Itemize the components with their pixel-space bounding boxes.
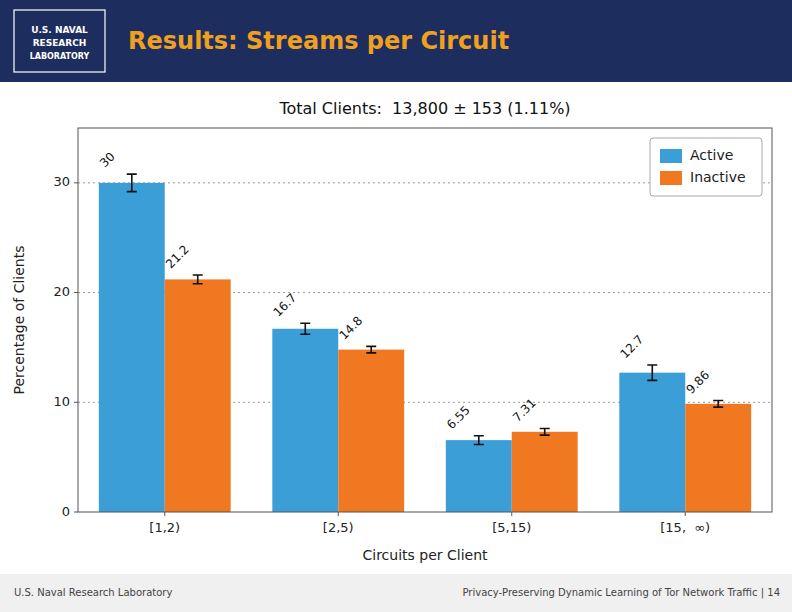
data-label: 21.2	[163, 242, 192, 271]
bar	[685, 404, 751, 512]
bar	[446, 440, 512, 512]
x-tick-label: [15, ∞)	[660, 520, 710, 535]
footer-bar	[0, 574, 792, 612]
bar	[338, 350, 404, 512]
y-tick	[74, 292, 78, 293]
legend-swatch	[660, 149, 682, 163]
plot-frame	[78, 128, 772, 512]
error-bar	[540, 429, 550, 436]
logo-text: U.S. NAVAL	[31, 25, 88, 35]
logo-box	[14, 10, 105, 72]
footer-text: U.S. Naval Research Laboratory	[14, 587, 172, 598]
error-bar	[713, 401, 723, 408]
subtitle: Total Clients: 13,800 ± 153 (1.11%)	[278, 99, 570, 118]
bars	[99, 174, 751, 512]
x-tick	[338, 512, 339, 516]
data-label: 12.7	[618, 332, 647, 361]
y-tick-label: 20	[53, 284, 70, 299]
error-bar	[366, 346, 376, 353]
y-tick-label: 30	[53, 174, 70, 189]
header-bar	[0, 0, 792, 82]
legend-label: Active	[690, 147, 733, 163]
x-tick	[164, 512, 165, 516]
data-label: 14.8	[336, 314, 365, 343]
logo-text: LABORATORY	[30, 52, 90, 61]
bar	[512, 432, 578, 512]
legend-label: Inactive	[690, 169, 746, 185]
legend-box	[650, 138, 762, 196]
plot-background	[78, 128, 772, 512]
data-label: 30	[97, 149, 118, 170]
bar	[619, 373, 685, 512]
y-tick	[74, 402, 78, 403]
legend: Active Inactive	[650, 138, 762, 196]
y-tick	[74, 512, 78, 513]
error-bar	[474, 436, 484, 445]
y-axis-label: Percentage of Clients	[11, 246, 27, 395]
bar	[99, 183, 165, 512]
title: Results: Streams per Circuit	[128, 27, 509, 55]
data-labels: 30 21.2 16.7 14.8 6.55 7.31 12.7 9.86	[97, 149, 712, 431]
error-bar	[300, 323, 310, 334]
logo-text: RESEARCH	[33, 38, 87, 48]
data-label: 6.55	[444, 403, 473, 432]
error-bar	[193, 275, 203, 284]
error-bar	[647, 365, 657, 380]
legend-swatch	[660, 171, 682, 185]
x-tick-label: [2,5)	[323, 520, 354, 535]
y-tick-label: 0	[62, 504, 70, 519]
x-tick	[511, 512, 512, 516]
x-tick-label: [1,2)	[149, 520, 180, 535]
data-label: 9.86	[683, 368, 712, 397]
footer-text: Privacy-Preserving Dynamic Learning of T…	[462, 587, 780, 599]
x-axis-label: Circuits per Client	[362, 547, 488, 563]
y-tick-label: 10	[53, 394, 70, 409]
y-tick	[74, 182, 78, 183]
data-label: 16.7	[271, 291, 300, 320]
error-bar	[127, 174, 137, 192]
data-label: 7.31	[510, 396, 539, 425]
x-tick	[685, 512, 686, 516]
x-tick-label: [5,15)	[492, 520, 531, 535]
bar	[272, 329, 338, 512]
bar	[165, 279, 231, 512]
chart: U.S. NAVAL RESEARCH LABORATORY Results: Str…	[0, 0, 792, 612]
